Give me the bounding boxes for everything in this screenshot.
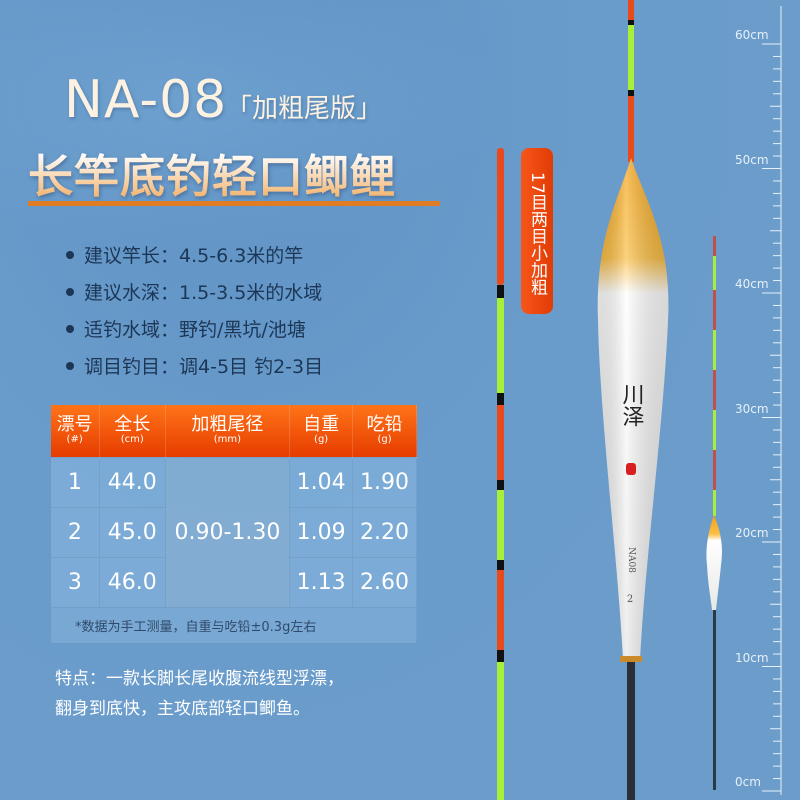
cell-weight: 1.04	[289, 456, 354, 508]
spec-label: 适钓水域：	[84, 319, 180, 341]
left-float-tail	[497, 148, 504, 800]
bullet-icon	[66, 287, 74, 296]
spec-value: 4.5-6.3米的竿	[179, 245, 304, 267]
bullet-icon	[66, 250, 74, 259]
edition-label: 「加粗尾版」	[226, 94, 383, 124]
spec-item: 建议竿长： 4.5-6.3米的竿	[66, 236, 323, 273]
header-cell: 漂号 (#)	[50, 405, 100, 457]
float-number: 2	[627, 594, 633, 605]
big-float-antenna	[628, 0, 634, 162]
big-float-body	[597, 158, 669, 800]
cell-lead: 1.90	[352, 456, 417, 508]
header-cell: 吃铅 (g)	[352, 405, 417, 457]
bullet-icon	[66, 324, 74, 333]
ruler	[762, 6, 782, 795]
spec-label: 建议竿长：	[84, 245, 180, 267]
spec-list: 建议竿长： 4.5-6.3米的竿 建议水深： 1.5-3.5米的水域 适钓水域： 野钓…	[66, 236, 323, 384]
spec-value: 调4-5目 钓2-3目	[179, 356, 324, 378]
spec-item: 建议水深： 1.5-3.5米的水域	[66, 273, 323, 310]
spec-value: 野钓/黑坑/池塘	[179, 319, 306, 341]
header-cell: 全长 (cm)	[99, 405, 166, 457]
cell-length: 44.0	[98, 456, 166, 508]
headline: 长竿底钓轻口鲫鲤	[28, 140, 396, 205]
cell-length: 45.0	[98, 506, 166, 558]
cell-no: 1	[50, 456, 100, 508]
spec-label: 建议水深：	[84, 282, 180, 304]
features-line: 翻身到底快，主攻底部轻口鲫鱼。	[55, 699, 310, 719]
table-row: 3 46.0 1.13 2.60	[50, 556, 417, 608]
cell-lead: 2.20	[352, 506, 417, 558]
spec-value: 1.5-3.5米的水域	[179, 282, 323, 304]
header-cell: 加粗尾径 (mm)	[165, 405, 291, 457]
cell-tail-diameter: 0.90-1.30	[164, 456, 291, 608]
ruler-label: 10cm	[735, 650, 769, 665]
ruler-label: 40cm	[735, 277, 769, 291]
cell-lead: 2.60	[352, 556, 417, 608]
model-title: NA-08	[64, 70, 228, 130]
spec-item: 适钓水域： 野钓/黑坑/池塘	[66, 310, 323, 347]
ruler-label: 60cm	[735, 28, 769, 42]
table-row: 2 45.0 1.09 2.20	[50, 506, 417, 558]
ruler-label: 30cm	[735, 401, 769, 416]
cell-length: 46.0	[98, 556, 166, 608]
ruler-label: 20cm	[735, 526, 769, 540]
features-text: 特点：一款长脚长尾收腹流线型浮漂， 翻身到底快，主攻底部轻口鲫鱼。	[55, 664, 344, 724]
cell-no: 3	[50, 556, 100, 608]
ruler-label: 0cm	[735, 775, 761, 789]
small-float	[706, 236, 723, 790]
table-header-row: 漂号 (#) 全长 (cm) 加粗尾径 (mm) 自重 (g) 吃铅 (g)	[50, 405, 417, 457]
header-cell: 自重 (g)	[289, 405, 354, 457]
table-note-row: *数据为手工测量，自重与吃铅±0.3g左右	[50, 606, 417, 644]
ruler-label: 50cm	[735, 152, 769, 167]
spec-table: 漂号 (#) 全长 (cm) 加粗尾径 (mm) 自重 (g) 吃铅 (g) 1 44.0…	[50, 405, 417, 644]
headline-underline	[28, 201, 440, 206]
seal-icon	[626, 463, 636, 475]
table-row: 1 44.0 0.90-1.30 1.04 1.90	[50, 456, 417, 608]
float-brand: 川泽	[619, 383, 645, 427]
background-glow	[0, 0, 500, 260]
spec-item: 调目钓目： 调4-5目 钓2-3目	[66, 347, 323, 384]
feature-badge: 17目两目小加粗	[521, 148, 553, 314]
table-note: *数据为手工测量，自重与吃铅±0.3g左右	[50, 606, 417, 644]
features-line: 特点：一款长脚长尾收腹流线型浮漂，	[55, 669, 344, 689]
float-model: NA08	[626, 547, 636, 573]
spec-label: 调目钓目：	[84, 356, 180, 378]
bullet-icon	[66, 361, 74, 370]
